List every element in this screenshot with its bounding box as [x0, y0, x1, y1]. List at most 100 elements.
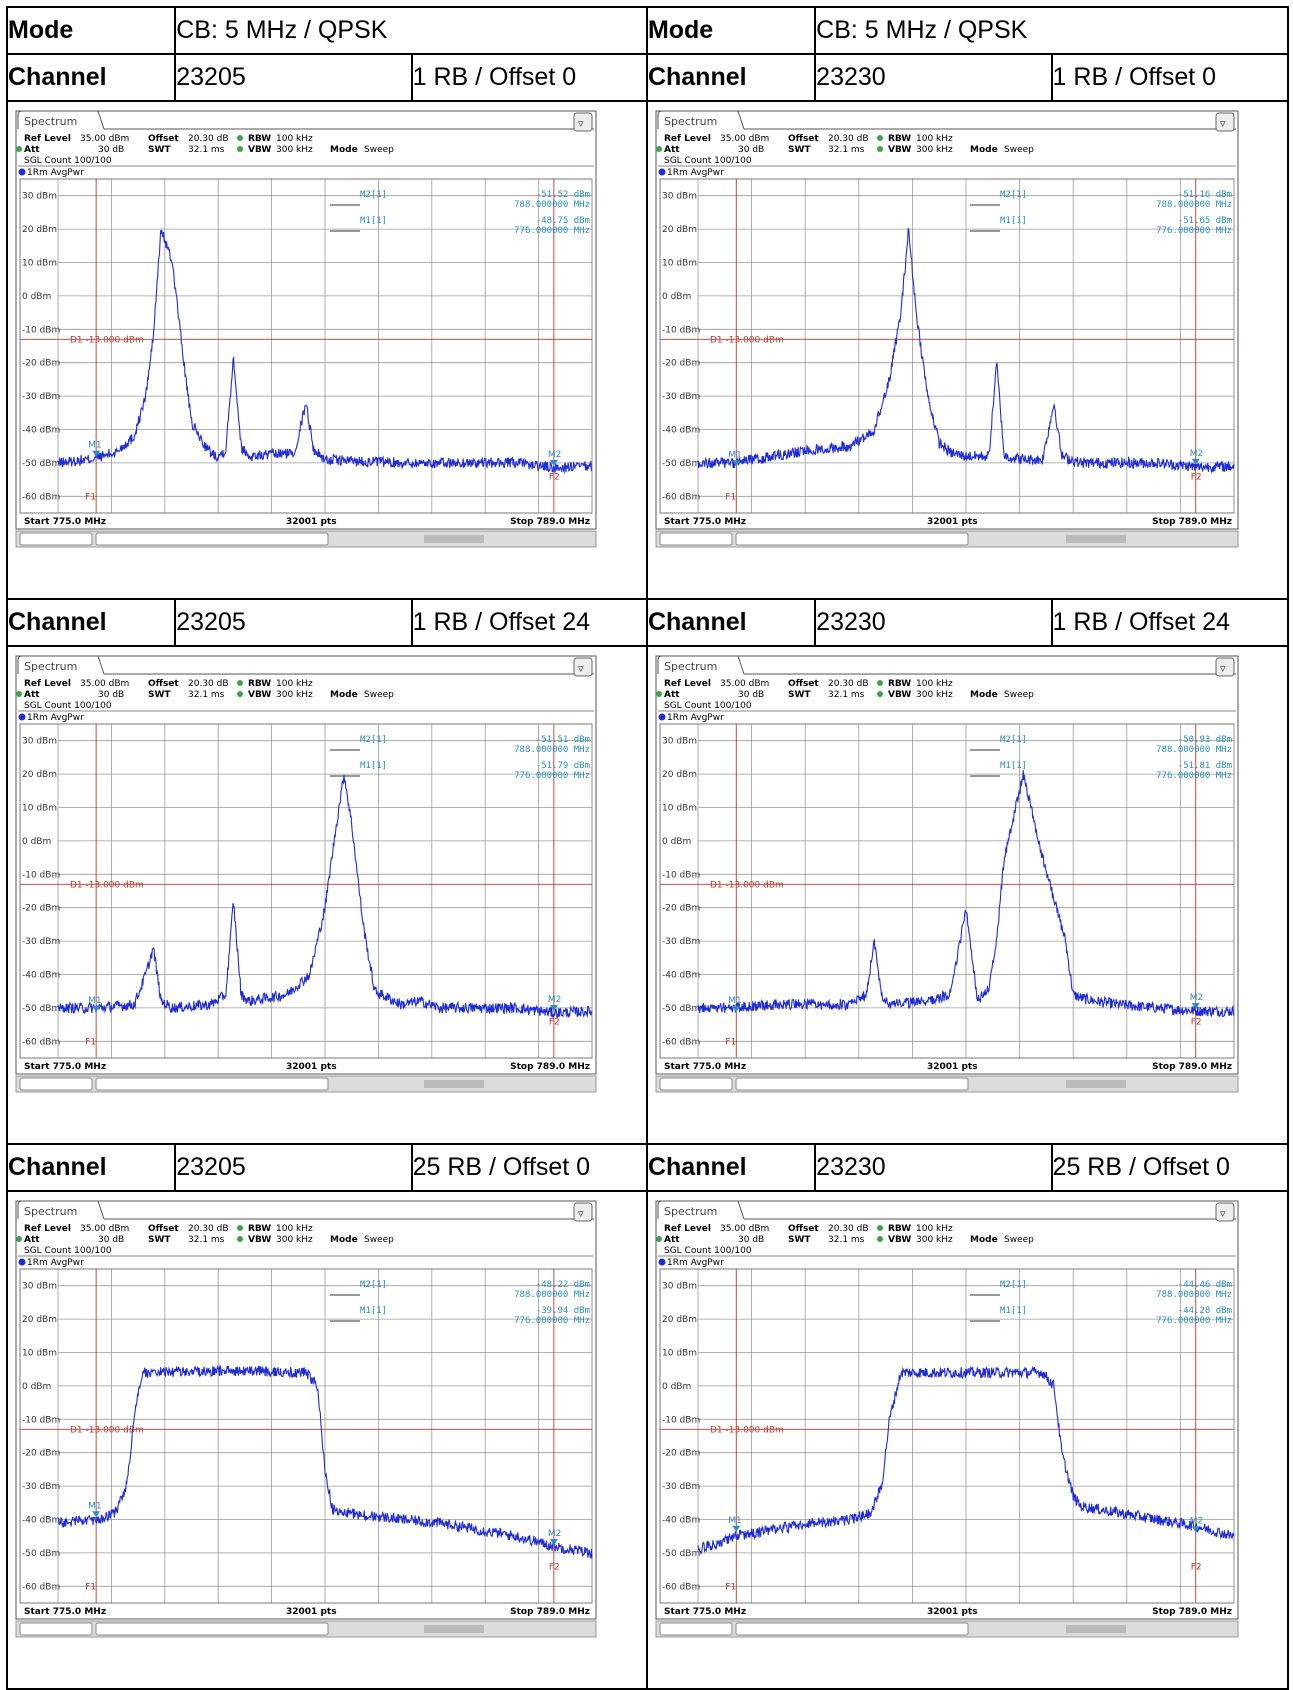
spectrum-tab [657, 110, 745, 130]
y-tick-label: 10 dBm [662, 804, 697, 814]
channel-value: 23230 [814, 598, 1053, 647]
marker-m2-label: M2 [548, 450, 562, 460]
y-tick-label: 20 dBm [662, 225, 697, 235]
sweep-mode-value: Sweep [1004, 145, 1034, 155]
vbw-label: VBW [888, 690, 911, 700]
y-tick-label: 0 dBm [22, 837, 51, 847]
f2-label: F2 [1191, 473, 1202, 483]
status-field-message [95, 1077, 329, 1091]
f1-label: F1 [725, 492, 736, 502]
y-tick-label: -60 dBm [22, 1582, 60, 1592]
att-label: Att [664, 1235, 680, 1245]
rbw-label: RBW [248, 1224, 271, 1234]
spectrum-plot: Spectrum ▿ Ref Level 35.00 dBm Offset 20.30 d… [655, 1200, 1239, 1638]
spectrum-plot: Spectrum ▿ Ref Level 35.00 dBm Offset 20.30 d… [15, 655, 597, 1093]
marker-m2-label: M2 [1190, 1516, 1204, 1526]
channel-value: 23205 [174, 53, 413, 102]
offset-value: 20.30 dB [188, 1224, 229, 1234]
stop-freq: Stop 789.0 MHz [510, 1607, 590, 1617]
m1-level: -48.75 dBm [536, 216, 590, 226]
vbw-coupled-dot [237, 146, 243, 152]
stop-freq: Stop 789.0 MHz [1152, 1062, 1232, 1072]
status-field-left [659, 1077, 733, 1091]
sgl-count: SGL Count 100/100 [664, 701, 752, 711]
f1-label: F1 [85, 1037, 96, 1047]
sweep-points: 32001 pts [927, 1607, 978, 1617]
m2-level: -50.93 dBm [1178, 735, 1232, 745]
f2-label: F2 [1191, 1563, 1202, 1573]
y-tick-label: -50 dBm [662, 1004, 700, 1014]
offset-label: Offset [148, 679, 179, 689]
settings-icon-glyph: ▿ [1220, 117, 1226, 130]
settings-icon-glyph: ▿ [1220, 1207, 1226, 1220]
marker-m1 [732, 1005, 741, 1012]
rb-config: 1 RB / Offset 24 [410, 598, 648, 647]
channel-label: Channel [5, 598, 177, 647]
m1-freq: 776.000000 MHz [1156, 226, 1232, 236]
ref-level-label: Ref Level [24, 679, 71, 689]
status-field-message [95, 532, 329, 546]
trace-label: 1Rm AvgPwr [27, 1258, 84, 1268]
spectrum-trace [57, 774, 593, 1019]
sweep-points: 32001 pts [927, 517, 978, 527]
f1-label: F1 [85, 492, 96, 502]
swt-label: SWT [788, 1235, 811, 1245]
plot-row-2: Spectrum ▿ Ref Level 35.00 dBm Offset 20.30 d… [6, 645, 1290, 1145]
y-tick-label: -40 dBm [662, 1516, 700, 1526]
vbw-value: 300 kHz [276, 690, 313, 700]
settings-icon-glyph: ▿ [578, 662, 584, 675]
f1-label: F1 [725, 1582, 736, 1592]
spectrum-tab [657, 655, 745, 675]
mode-label-left: Mode [5, 6, 177, 55]
spectrum-plot: Spectrum ▿ Ref Level 35.00 dBm Offset 20.30 d… [655, 110, 1239, 548]
mode-row: Mode CB: 5 MHz / QPSK Mode CB: 5 MHz / Q… [5, 6, 1289, 55]
m2-freq: 788.000000 MHz [514, 1290, 590, 1300]
m2-name: M2[1] [360, 735, 387, 745]
y-tick-label: -30 dBm [22, 1482, 60, 1492]
marker-m2 [1191, 1003, 1200, 1010]
spectrum-plot-cell: Spectrum ▿ Ref Level 35.00 dBm Offset 20.30 d… [645, 645, 1290, 1145]
vbw-value: 300 kHz [276, 1235, 313, 1245]
y-tick-label: -10 dBm [662, 870, 700, 880]
marker-m2 [1191, 458, 1200, 465]
rbw-label: RBW [888, 679, 911, 689]
sweep-mode-value: Sweep [364, 690, 394, 700]
channel-label: Channel [645, 1143, 817, 1192]
y-tick-label: -20 dBm [22, 1449, 60, 1459]
spectrum-trace [57, 229, 593, 475]
y-tick-label: -10 dBm [662, 325, 700, 335]
m2-freq: 788.000000 MHz [514, 200, 590, 210]
vbw-label: VBW [248, 1235, 271, 1245]
ref-level-label: Ref Level [664, 134, 711, 144]
offset-label: Offset [788, 679, 819, 689]
rbw-value: 100 kHz [916, 134, 953, 144]
att-coupled-dot [655, 1236, 662, 1242]
rbw-value: 100 kHz [276, 1224, 313, 1234]
m2-level: -51.16 dBm [1178, 190, 1232, 200]
sweep-points: 32001 pts [286, 1607, 337, 1617]
rbw-coupled-dot [876, 135, 883, 141]
spectrum-tab-label: Spectrum [24, 1205, 77, 1218]
settings-icon-glyph: ▿ [1220, 662, 1226, 675]
start-freq: Start 775.0 MHz [664, 1062, 746, 1072]
y-tick-label: 0 dBm [662, 1382, 691, 1392]
trace-label: 1Rm AvgPwr [27, 713, 84, 723]
rbw-value: 100 kHz [276, 134, 313, 144]
mode-label-right: Mode [645, 6, 817, 55]
m2-freq: 788.000000 MHz [1156, 1290, 1232, 1300]
att-label: Att [664, 690, 680, 700]
marker-m2-label: M2 [548, 995, 562, 1005]
swt-value: 32.1 ms [188, 1235, 225, 1245]
y-tick-label: 30 dBm [662, 737, 697, 747]
marker-m2-label: M2 [548, 1529, 562, 1539]
trace-label: 1Rm AvgPwr [667, 713, 724, 723]
marker-m1 [92, 1005, 101, 1012]
spectrum-plot: Spectrum ▿ Ref Level 35.00 dBm Offset 20.30 d… [15, 110, 597, 548]
sweep-mode-label: Mode [970, 1235, 998, 1245]
y-tick-label: -10 dBm [22, 1415, 60, 1425]
ref-level-label: Ref Level [24, 1224, 71, 1234]
sweep-mode-label: Mode [330, 690, 358, 700]
y-tick-label: 10 dBm [22, 804, 57, 814]
spectrum-plot: Spectrum ▿ Ref Level 35.00 dBm Offset 20.30 d… [655, 655, 1239, 1093]
att-value: 30 dB [738, 1235, 764, 1245]
